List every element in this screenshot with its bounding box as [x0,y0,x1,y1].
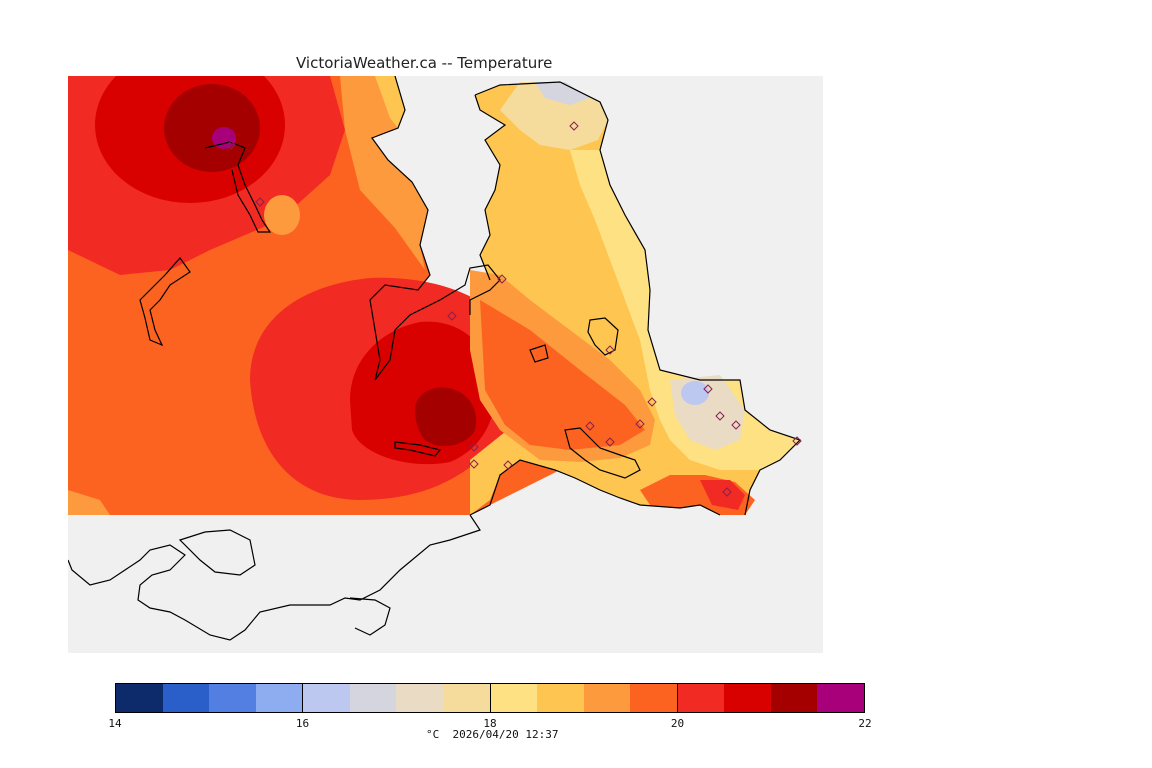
tick-label: 16 [295,717,310,730]
color-bin [396,684,443,712]
color-bin [817,684,864,712]
units-and-timestamp: °C 2026/04/20 12:37 [426,728,559,741]
color-bin [162,684,210,712]
tick-label: 20 [670,717,685,730]
tick-label: 14 [108,717,122,730]
color-bin [490,684,538,712]
map-title: VictoriaWeather.ca -- Temperature [296,54,553,72]
color-bin [209,684,256,712]
color-bin [583,684,631,712]
color-bin [255,684,304,712]
temperature-field-east [470,82,800,515]
color-bin [349,684,397,712]
color-scale-bar [115,683,865,713]
color-bin [677,684,725,712]
color-bin [770,684,818,712]
color-bin [724,684,771,712]
color-bin [630,684,678,712]
color-bin [116,684,163,712]
tick-label: 18 [483,717,497,730]
color-bin [303,684,350,712]
station-markers[interactable] [226,121,802,497]
coastlines [68,76,802,641]
color-bin [537,684,584,712]
color-bin [442,684,491,712]
tick-label: 22 [858,717,872,730]
